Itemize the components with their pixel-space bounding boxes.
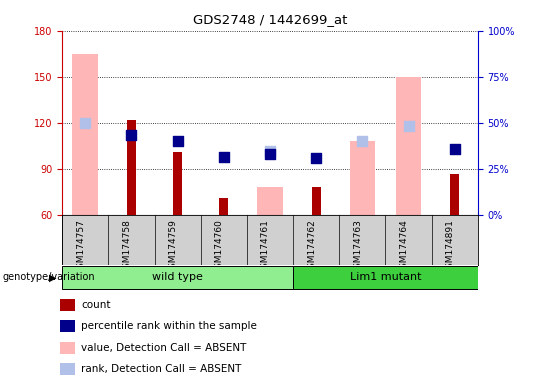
- Point: [266, 147, 274, 154]
- Point: [173, 138, 182, 144]
- Bar: [219, 198, 228, 215]
- Point: [404, 123, 413, 129]
- Text: percentile rank within the sample: percentile rank within the sample: [81, 321, 257, 331]
- Text: GSM174759: GSM174759: [168, 219, 178, 274]
- Point: [219, 154, 228, 160]
- Bar: [60, 363, 75, 376]
- Point: [358, 138, 367, 144]
- Text: GSM174763: GSM174763: [353, 219, 362, 274]
- Text: Lim1 mutant: Lim1 mutant: [350, 272, 421, 283]
- Bar: [60, 342, 75, 354]
- Bar: [62, 266, 293, 289]
- Bar: [60, 298, 75, 311]
- Bar: [173, 152, 182, 215]
- Text: wild type: wild type: [152, 272, 203, 283]
- Text: GSM174762: GSM174762: [307, 219, 316, 274]
- Bar: [72, 54, 98, 215]
- Bar: [450, 174, 460, 215]
- Point: [312, 155, 321, 161]
- Bar: [257, 187, 283, 215]
- Text: rank, Detection Call = ABSENT: rank, Detection Call = ABSENT: [81, 364, 241, 374]
- Text: GSM174757: GSM174757: [76, 219, 85, 274]
- Text: count: count: [81, 300, 111, 310]
- Bar: [127, 120, 136, 215]
- Bar: [312, 187, 321, 215]
- Text: GSM174761: GSM174761: [261, 219, 270, 274]
- Bar: [293, 266, 478, 289]
- Bar: [350, 141, 375, 215]
- Text: GSM174758: GSM174758: [123, 219, 131, 274]
- Text: genotype/variation: genotype/variation: [3, 272, 96, 283]
- Text: GSM174760: GSM174760: [215, 219, 224, 274]
- Bar: [396, 77, 421, 215]
- Text: GSM174891: GSM174891: [446, 219, 455, 274]
- Text: value, Detection Call = ABSENT: value, Detection Call = ABSENT: [81, 343, 247, 353]
- Text: ▶: ▶: [49, 272, 57, 283]
- Bar: [60, 320, 75, 332]
- Text: GDS2748 / 1442699_at: GDS2748 / 1442699_at: [193, 13, 347, 26]
- Point: [81, 120, 90, 126]
- Point: [450, 146, 459, 152]
- Point: [266, 151, 274, 157]
- Text: GSM174764: GSM174764: [400, 219, 409, 274]
- Point: [127, 132, 136, 138]
